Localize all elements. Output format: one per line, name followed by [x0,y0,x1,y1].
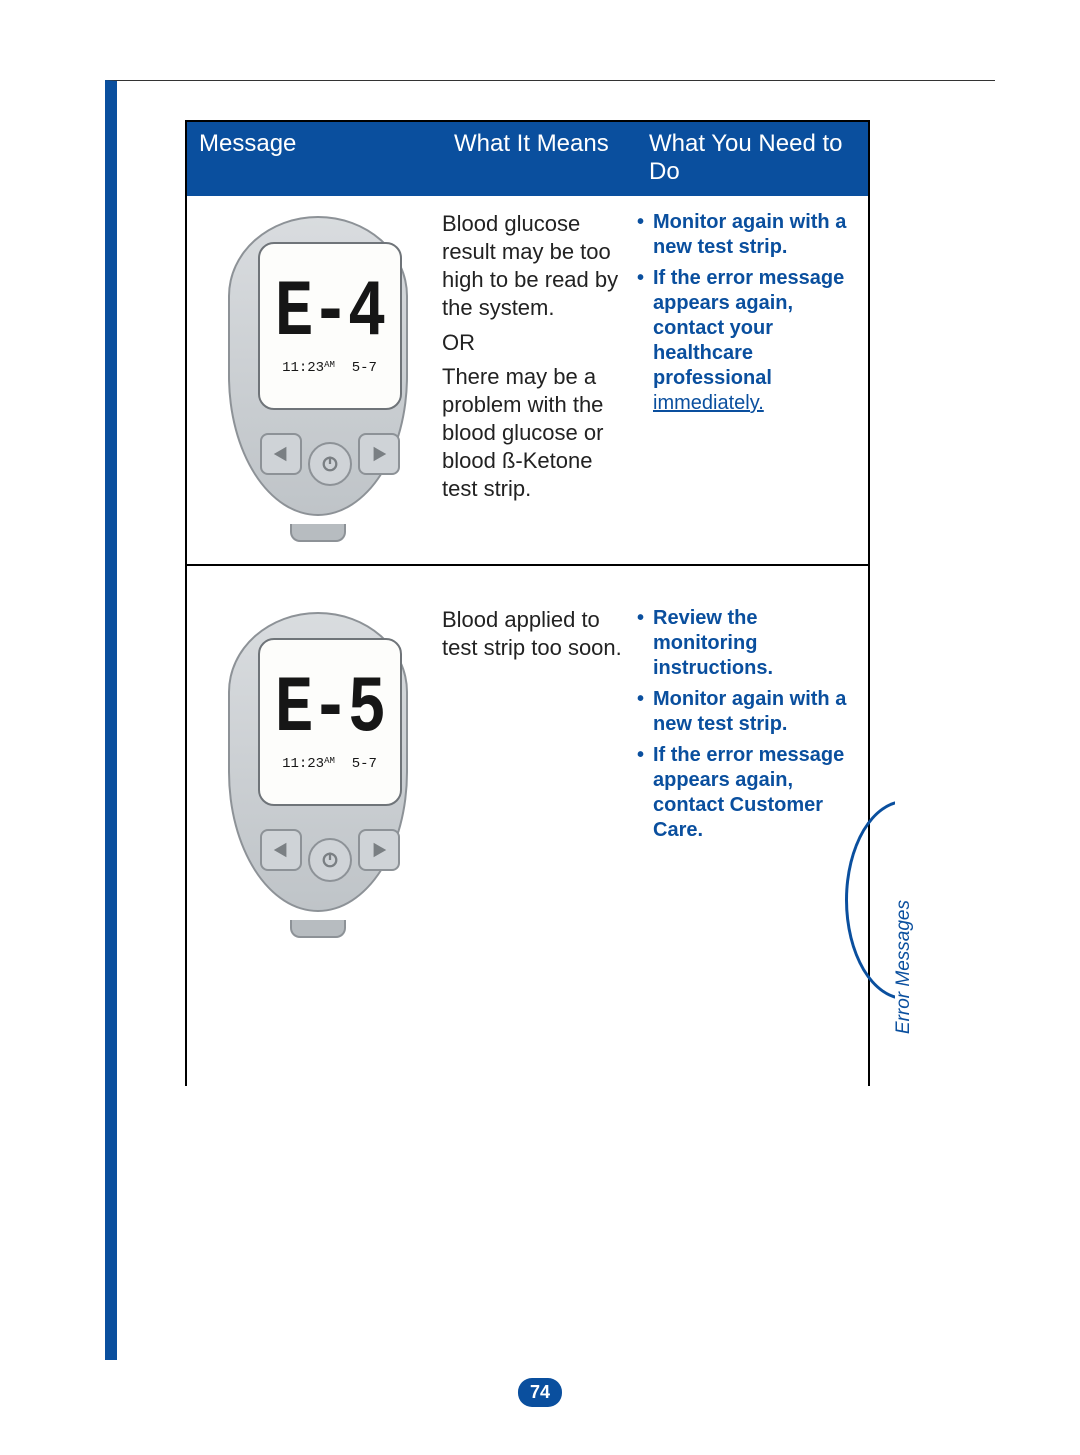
strip-port-icon [290,524,346,542]
means-text: There may be a problem with the blood gl… [442,363,631,504]
means-text: Blood applied to test strip too soon. [442,606,631,662]
right-arrow-icon [358,433,400,475]
action-item: If the error message appears again, cont… [637,743,858,843]
page-number: 74 [518,1378,562,1407]
error-table: Message What It Means What You Need to D… [185,120,870,1086]
power-icon [308,442,352,486]
header-means: What It Means [442,122,637,196]
means-cell: Blood applied to test strip too soon. [442,606,637,1062]
table-header: Message What It Means What You Need to D… [187,122,868,196]
section-tab: Error Messages [855,800,895,1000]
table-row: E-4 11:23AM 5-7 Blood glucose result may… [187,196,868,566]
right-arrow-icon [358,829,400,871]
left-arrow-icon [260,433,302,475]
meter-error-code: E-4 [275,274,384,354]
glucose-meter-icon: E-4 11:23AM 5-7 [218,210,418,540]
means-text: Blood glucose result may be too high to … [442,210,631,323]
device-cell: E-5 11:23AM 5-7 [187,606,442,1062]
means-or: OR [442,329,631,357]
action-item: If the error message appears again, cont… [637,266,858,416]
meter-time: 11:23AM 5-7 [282,360,377,376]
table-row: E-5 11:23AM 5-7 Blood applied to test st… [187,566,868,1086]
power-icon [308,838,352,882]
action-cell: Monitor again with a new test strip. If … [637,210,868,540]
action-cell: Review the monitoring instructions. Moni… [637,606,868,1062]
glucose-meter-icon: E-5 11:23AM 5-7 [218,606,418,936]
strip-port-icon [290,920,346,938]
action-item: Review the monitoring instructions. [637,606,858,681]
meter-error-code: E-5 [275,670,384,750]
section-tab-label: Error Messages [893,900,915,1034]
device-cell: E-4 11:23AM 5-7 [187,210,442,540]
left-arrow-icon [260,829,302,871]
header-do: What You Need to Do [637,122,868,196]
meter-time: 11:23AM 5-7 [282,756,377,772]
action-item: Monitor again with a new test strip. [637,210,858,260]
means-cell: Blood glucose result may be too high to … [442,210,637,540]
action-item: Monitor again with a new test strip. [637,687,858,737]
header-message: Message [187,122,442,196]
